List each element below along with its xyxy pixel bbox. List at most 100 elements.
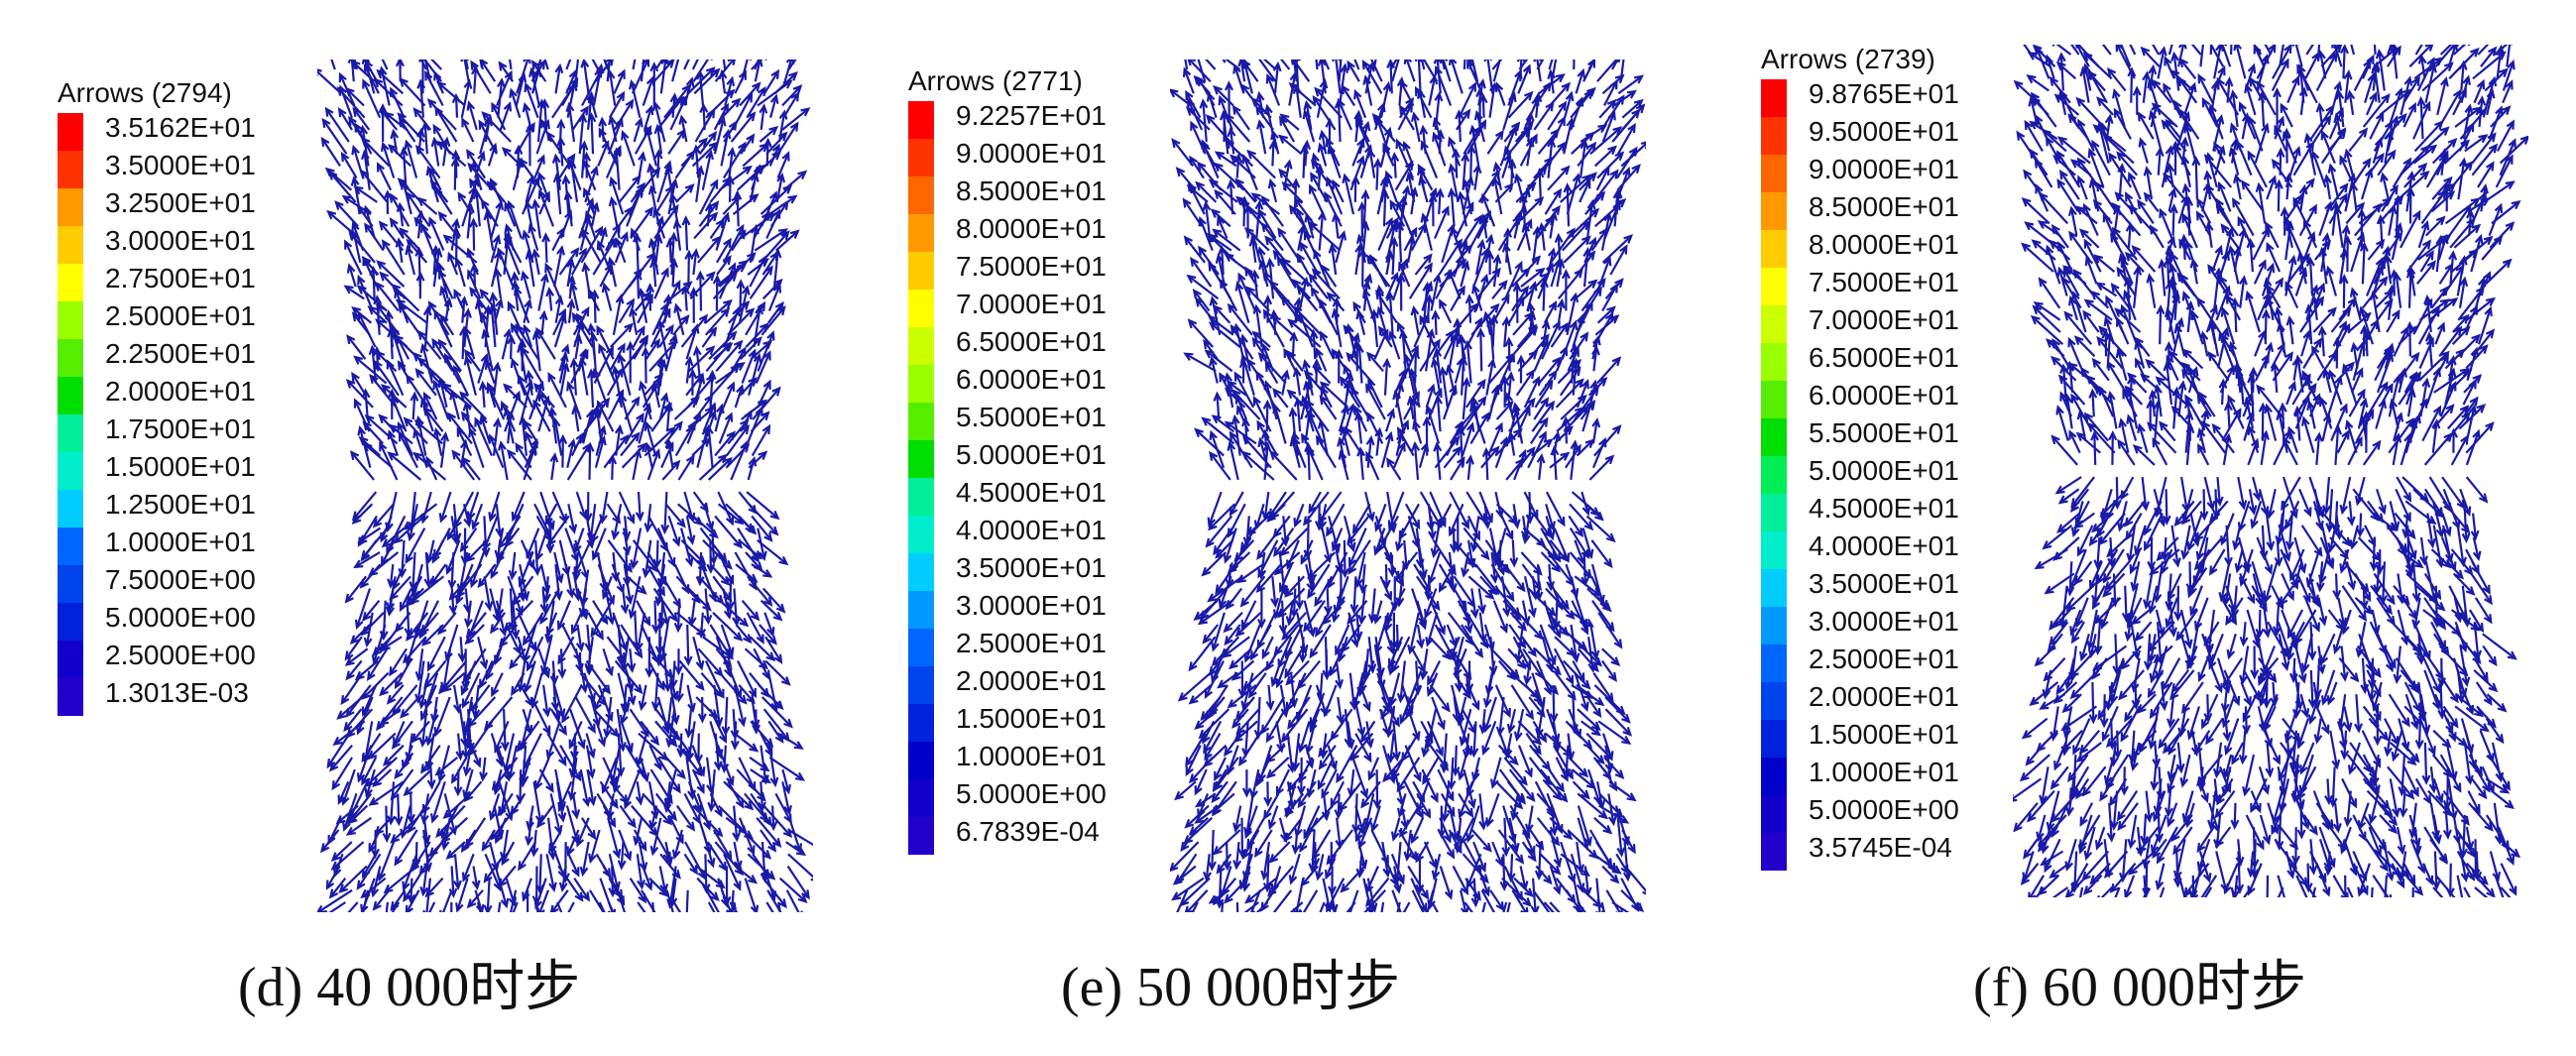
tick-label: 6.7839E-04 [956, 816, 1100, 847]
tick-label: 2.2500E+01 [105, 338, 256, 369]
color-bar-segment [58, 528, 83, 565]
caption-d: (d) 40 000时步 [238, 957, 581, 1018]
tick-label: 9.2257E+01 [956, 100, 1107, 131]
tick-label: 4.5000E+01 [1809, 493, 1959, 524]
tick-label: 2.0000E+01 [956, 665, 1107, 696]
tick-label: 6.5000E+01 [1809, 342, 1959, 373]
tick-label: 3.0000E+01 [105, 225, 256, 256]
tick-label: 3.2500E+01 [105, 187, 256, 218]
tick-label: 7.5000E+01 [956, 251, 1107, 282]
color-bar-segment [908, 516, 934, 553]
tick-label: 3.5000E+01 [105, 150, 256, 180]
arrows [2013, 45, 2528, 897]
color-bar-segment [1761, 758, 1787, 795]
caption-f: (f) 60 000时步 [1973, 957, 2306, 1018]
color-bar-segment [1761, 645, 1787, 682]
tick-label: 4.0000E+01 [956, 515, 1107, 545]
tick-label: 1.0000E+01 [1809, 757, 1959, 787]
tick-label: 9.0000E+01 [1809, 154, 1959, 184]
color-bar-segment [908, 817, 934, 855]
tick-label: 1.3013E-03 [105, 677, 249, 708]
arrow-field-f [2013, 45, 2528, 897]
color-bar-segment [908, 139, 934, 176]
color-bar-segment [58, 452, 83, 490]
tick-label: 7.0000E+01 [1809, 304, 1959, 335]
color-bar-segment [58, 301, 83, 339]
color-bar-segment [1761, 569, 1787, 607]
color-bar-segment [1761, 682, 1787, 720]
tick-label: 2.5000E+01 [1809, 644, 1959, 674]
color-bar-segment [908, 440, 934, 478]
color-bar-segment [908, 290, 934, 327]
tick-label: 3.5162E+01 [105, 112, 256, 143]
tick-label: 6.5000E+01 [956, 326, 1107, 357]
color-bar-segment [1761, 494, 1787, 531]
tick-label: 2.5000E+01 [956, 628, 1107, 658]
color-bar-segment [908, 327, 934, 365]
tick-label: 6.0000E+01 [956, 364, 1107, 395]
color-bar-segment [908, 365, 934, 403]
color-bar-segment [58, 264, 83, 301]
tick-label: 1.5000E+01 [1809, 719, 1959, 750]
arrow-field-d [317, 59, 813, 912]
panel-f: Arrows (2739) 9.8765E+01 9.5000E+01 9.0000… [1705, 0, 2576, 1056]
color-bar-segment [1761, 456, 1787, 494]
tick-label: 2.7500E+01 [105, 263, 256, 293]
tick-label: 1.0000E+01 [105, 527, 256, 557]
tick-label: 8.0000E+01 [1809, 229, 1959, 260]
color-bar-segment [908, 176, 934, 214]
color-bar-segment [908, 666, 934, 704]
color-bar-segment [908, 591, 934, 629]
tick-label: 3.5000E+01 [956, 552, 1107, 583]
color-bar-segment [908, 214, 934, 252]
color-bar-segment [908, 403, 934, 440]
tick-label: 3.0000E+01 [956, 590, 1107, 621]
tick-label: 1.2500E+01 [105, 489, 256, 520]
color-bar-segment [58, 188, 83, 226]
tick-label: 1.5000E+01 [956, 703, 1107, 734]
tick-label: 7.5000E+01 [1809, 267, 1959, 297]
caption-e: (e) 50 000时步 [1061, 957, 1401, 1018]
color-bar-segment [908, 704, 934, 742]
color-bar-segment [908, 779, 934, 817]
color-bar [1761, 79, 1787, 871]
color-bar-segment [58, 678, 83, 716]
color-bar-segment [908, 101, 934, 139]
color-bar-segment [1761, 343, 1787, 381]
color-bar-segment [58, 603, 83, 641]
color-bar-segment [1761, 607, 1787, 645]
tick-labels: 9.8765E+01 9.5000E+01 9.0000E+01 8.5000E+01… [1809, 75, 1959, 867]
color-bar-segment [1761, 381, 1787, 418]
tick-label: 1.7500E+01 [105, 413, 256, 444]
color-bar-segment [1761, 833, 1787, 871]
color-bar-segment [1761, 230, 1787, 268]
legend-title: Arrows (2794) [58, 77, 232, 108]
color-bar-segment [58, 226, 83, 264]
color-bar-segment [58, 339, 83, 377]
tick-label: 5.0000E+00 [1809, 794, 1959, 825]
panel-d: Arrows (2794) 3.5162E+01 3.5000E+01 3.2500… [0, 0, 853, 1056]
tick-label: 5.5000E+01 [1809, 417, 1959, 448]
tick-label: 4.0000E+01 [1809, 530, 1959, 561]
color-bar-segment [908, 478, 934, 516]
color-bar-segment [58, 565, 83, 603]
tick-label: 1.5000E+01 [105, 451, 256, 482]
arrows [317, 59, 813, 912]
tick-label: 4.5000E+01 [956, 477, 1107, 508]
tick-label: 5.0000E+01 [956, 439, 1107, 470]
color-bar-segment [1761, 79, 1787, 117]
color-bar [908, 101, 934, 855]
color-bar-segment [58, 490, 83, 528]
tick-labels: 9.2257E+01 9.0000E+01 8.5000E+01 8.0000E+01… [956, 97, 1107, 851]
color-bar-segment [58, 113, 83, 151]
arrows [1170, 59, 1646, 912]
color-bar-segment [58, 414, 83, 452]
tick-label: 7.0000E+01 [956, 289, 1107, 319]
tick-label: 3.0000E+01 [1809, 606, 1959, 637]
tick-label: 8.0000E+01 [956, 213, 1107, 244]
tick-label: 8.5000E+01 [956, 176, 1107, 206]
color-bar [58, 113, 83, 716]
arrow-field-e [1170, 59, 1646, 912]
color-bar-segment [1761, 268, 1787, 305]
color-bar-segment [1761, 192, 1787, 230]
